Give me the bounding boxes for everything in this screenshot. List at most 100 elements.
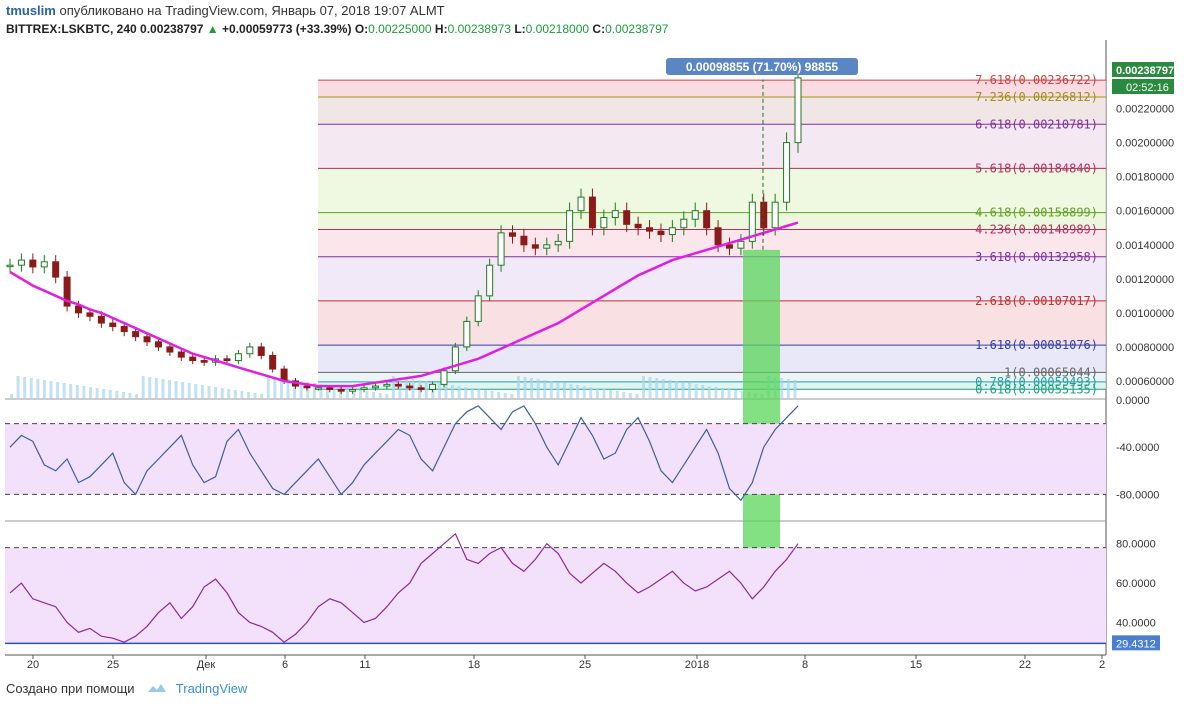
volume-bar [595, 388, 599, 398]
volume-bar [424, 381, 428, 398]
fib-level-label: 5.618(0.00184840) [975, 161, 1098, 175]
volume-bar [477, 389, 481, 398]
candle-body [337, 388, 345, 392]
candle-body [691, 210, 699, 220]
volume-bar [411, 379, 415, 398]
low-label: L: [514, 22, 526, 36]
volume-bar [293, 380, 297, 398]
countdown-tag-bg [1112, 79, 1174, 94]
candle-body [360, 387, 368, 390]
volume-bar [385, 394, 389, 398]
candle-body [109, 322, 117, 327]
fib-level-label: 3.618(0.00132958) [975, 250, 1098, 264]
candle-body [120, 325, 128, 333]
candle-body [29, 259, 37, 268]
candle-body [497, 232, 505, 266]
volume-bar [457, 386, 461, 398]
candle-body [6, 264, 14, 268]
volume-bar [29, 378, 33, 398]
candle-body [508, 232, 516, 237]
volume-bar [82, 386, 86, 398]
candle-body [531, 244, 539, 249]
volume-bar [108, 390, 112, 398]
volume-bar [510, 394, 514, 398]
candle-body [794, 77, 802, 144]
volume-bar [75, 385, 79, 398]
candle-body [371, 385, 379, 389]
volume-bar [42, 380, 46, 398]
volume-bar [372, 392, 376, 398]
volume-bar [187, 383, 191, 398]
time-tick-label: 25 [579, 659, 591, 671]
volume-bar [260, 394, 264, 398]
candle-body [680, 218, 688, 229]
fib-level-label: 1.618(0.00081076) [975, 338, 1098, 352]
volume-bar [56, 382, 60, 398]
volume-bar [69, 384, 73, 398]
volume-bar [233, 390, 237, 398]
fib-level-label: 7.236(0.00226812) [975, 90, 1098, 104]
volume-bar [734, 390, 738, 398]
close-value: 0.00238797 [605, 22, 669, 36]
volume-bar [549, 381, 553, 398]
fib-level-label: 4.236(0.00148989) [975, 222, 1098, 236]
fib-level-label: 6.618(0.00210781) [975, 117, 1098, 131]
time-tick-label: 15 [910, 659, 922, 671]
volume-bar [128, 393, 132, 398]
volume-bar [470, 388, 474, 398]
candle-body [177, 351, 185, 358]
volume-bar [352, 389, 356, 398]
volume-bar [319, 384, 323, 398]
volume-bar [497, 392, 501, 398]
volume-bar [451, 385, 455, 398]
volume-bar [576, 385, 580, 398]
candle-body [440, 370, 448, 385]
rsi-line [9, 532, 799, 643]
candle-body [269, 354, 277, 370]
time-tick-label: 6 [282, 659, 288, 671]
price-change: +0.00059773 (+33.39%) [222, 22, 352, 36]
tradingview-link[interactable]: TradingView [175, 681, 248, 696]
volume-bar [701, 385, 705, 398]
author-name[interactable]: tmuslim [6, 3, 56, 18]
volume-bar [306, 382, 310, 398]
candle-body [326, 387, 334, 390]
volume-bar [148, 377, 152, 398]
rsi-tick-label: 40.0000 [1116, 617, 1156, 629]
volume-bar [279, 378, 283, 398]
oscillator-line [9, 405, 799, 502]
volume-bar [609, 390, 613, 398]
candle-body [566, 210, 574, 242]
candle-body [543, 244, 551, 249]
volume-bar [793, 380, 797, 398]
volume-bar [530, 378, 534, 398]
volume-bar [345, 388, 349, 398]
rsi-tick-label: 60.0000 [1116, 578, 1156, 590]
price-tick-label: 0.00180000 [1116, 172, 1174, 184]
time-tick-label: 22 [1019, 659, 1031, 671]
candle-body [623, 210, 631, 225]
volume-bar [36, 379, 40, 398]
volume-bar [194, 384, 198, 398]
candle-body [577, 196, 585, 212]
price-tick-label: 0.00120000 [1116, 274, 1174, 286]
fib-level-label: 4.618(0.00158899) [975, 206, 1098, 220]
time-tick-label: Дек [197, 659, 216, 671]
candle-body [189, 356, 197, 362]
tradingview-cloud-icon [146, 682, 168, 697]
candle-body [97, 315, 105, 324]
volume-bar [582, 386, 586, 398]
volume-bar [141, 376, 145, 398]
volume-bar [523, 377, 527, 398]
candle-body [406, 385, 414, 389]
osc-tick-label: -80.0000 [1116, 489, 1159, 501]
volume-bar [484, 390, 487, 398]
candle-body [394, 383, 402, 387]
candle-body [748, 201, 756, 242]
last-price-tag-bg [1112, 62, 1174, 77]
volume-bar [516, 376, 520, 398]
fib-zone [318, 96, 1106, 125]
volume-bar [332, 386, 336, 398]
price-tick-label: 0.00060000 [1116, 376, 1174, 388]
candle-body [668, 227, 676, 236]
